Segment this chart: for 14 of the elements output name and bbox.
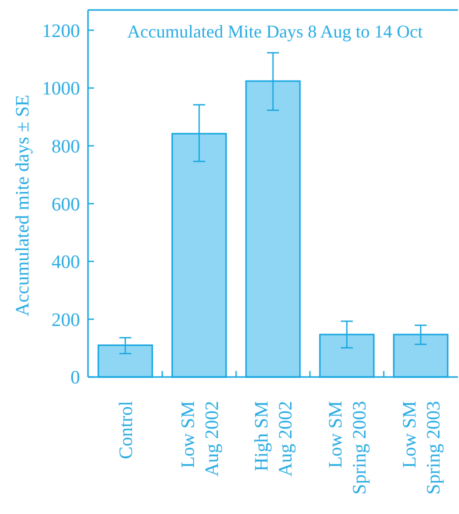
y-tick-label: 800: [52, 136, 80, 158]
x-tick-label: Low SM Spring 2003: [399, 400, 444, 494]
x-tick-label: Low SM Spring 2003: [326, 400, 370, 494]
y-tick-label: 1000: [42, 78, 80, 100]
y-tick-label: 200: [52, 310, 80, 331]
text: Accumulated Mite Days 8 Aug to 14 Oct: [127, 21, 423, 42]
y-tick-label: 0: [70, 368, 80, 389]
y-tick-label: 600: [52, 194, 80, 216]
y-tick-label: 1200: [42, 20, 80, 42]
x-tick-label: Control: [116, 401, 137, 460]
y-tick-label: 400: [52, 252, 80, 274]
x-tick-label: High SM Aug 2002: [252, 400, 297, 476]
y-axis-title: Accumulated mite days ± SE: [12, 94, 34, 316]
x-tick-label: Low SM Aug 2002: [178, 400, 223, 476]
